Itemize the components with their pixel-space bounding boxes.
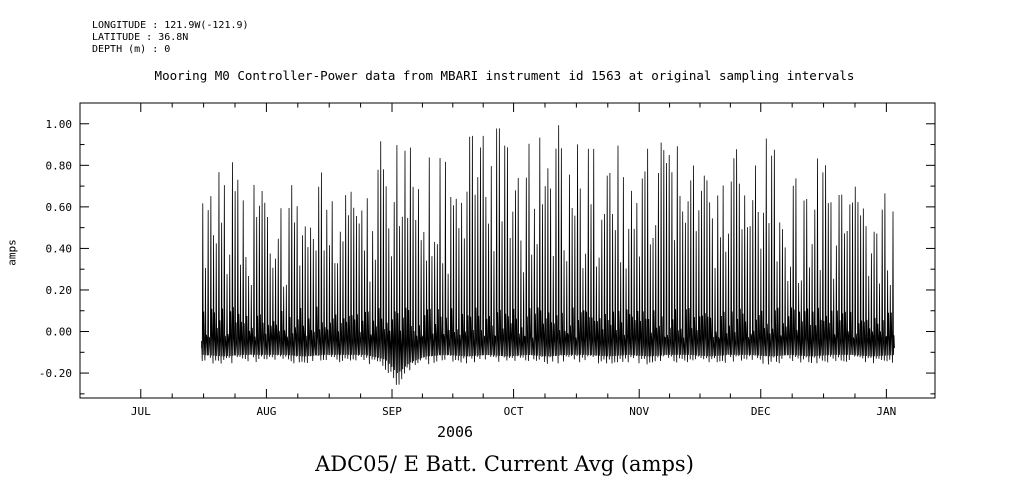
y-tick-label: 0.20 (46, 284, 73, 297)
y-tick-label: 0.60 (46, 201, 73, 214)
header-meta: LONGITUDE : 121.9W(-121.9) LATITUDE : 36… (92, 20, 249, 56)
depth-label: DEPTH (m) : 0 (92, 44, 171, 55)
month-label: JAN (876, 405, 896, 418)
axis-box (79, 102, 936, 399)
month-label: OCT (504, 405, 524, 418)
y-tick-label: -0.20 (39, 367, 72, 380)
x-axis-year-label: 2006 (436, 423, 474, 441)
series-path (201, 125, 895, 385)
month-label: AUG (256, 405, 276, 418)
y-tick-label: 0.40 (46, 242, 73, 255)
longitude-label: LONGITUDE : 121.9W(-121.9) (92, 20, 249, 31)
month-label: JUL (131, 405, 151, 418)
plot-title: Mooring M0 Controller-Power data from MB… (154, 68, 855, 83)
y-tick-label: 1.00 (46, 118, 73, 131)
latitude-label: LATITUDE : 36.8N (92, 32, 189, 43)
month-label: DEC (751, 405, 771, 418)
y-tick-label: 0.00 (46, 326, 73, 339)
month-label: SEP (382, 405, 402, 418)
chart-main-title: ADC05/ E Batt. Current Avg (amps) (315, 452, 694, 476)
y-tick-label: 0.80 (46, 159, 73, 172)
month-label: NOV (629, 405, 649, 418)
